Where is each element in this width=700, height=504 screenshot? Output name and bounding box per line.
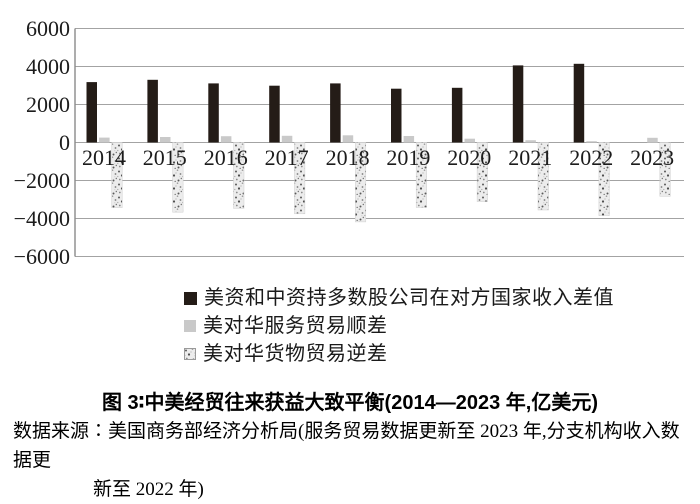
bar-2021-series1 [525, 140, 536, 143]
bar-2014-series1 [99, 137, 110, 143]
bar-2021-series0 [512, 65, 524, 143]
legend-label: 美资和中资持多数股公司在对方国家收入差值 [204, 287, 614, 309]
legend-label: 美对华货物贸易逆差 [203, 343, 388, 365]
legend-item-income-differential: 美资和中资持多数股公司在对方国家收入差值 [184, 284, 614, 312]
bar-2022-series0 [573, 63, 585, 143]
bar-2019-series1 [403, 136, 415, 143]
y-axis-tick-label: 4000 [26, 54, 70, 79]
bar-2015-series2 [172, 142, 184, 213]
bar-2018-series1 [342, 135, 354, 143]
legend-item-services-surplus: 美对华服务贸易顺差 [184, 312, 614, 340]
legend-label: 美对华服务贸易顺差 [203, 315, 388, 337]
bar-2019-series0 [391, 88, 402, 143]
bar-2022-series2 [598, 142, 610, 216]
y-axis-tick-label: −6000 [14, 244, 70, 269]
bar-2016-series0 [208, 83, 219, 143]
bar-2017-series1 [281, 135, 293, 143]
bar-2015-series0 [147, 79, 158, 143]
bar-2016-series2 [233, 142, 245, 209]
x-axis-label: 2015 [143, 145, 187, 170]
x-axis-label: 2017 [265, 145, 309, 170]
y-axis-tick-label: 6000 [26, 16, 70, 41]
x-axis-label: 2018 [326, 145, 370, 170]
source-note: 数据来源∶美国商务部经济分析局(服务贸易数据更新至 2023 年,分支机构收入数… [13, 417, 693, 504]
y-axis-tick-label: 2000 [26, 92, 70, 117]
bar-2018-series0 [330, 83, 341, 143]
bar-2017-series2 [294, 142, 306, 215]
legend-swatch-black-icon [184, 291, 197, 305]
legend-swatch-gray-icon [184, 320, 196, 332]
bar-2014-series2 [111, 142, 123, 208]
x-axis-label: 2016 [204, 145, 248, 170]
bar-2020-series1 [464, 138, 475, 143]
x-axis-label: 2023 [630, 145, 674, 170]
x-axis-label: 2019 [386, 145, 430, 170]
figure-3-chart: 6000 4000 2000 0 −2000 −4000 −6000 2014 2015 2016… [13, 16, 684, 500]
chart-legend: 美资和中资持多数股公司在对方国家收入差值 美对华服务贸易顺差 美对华货物贸易逆差 [184, 284, 614, 368]
bar-2021-series2 [537, 142, 549, 211]
bar-2015-series1 [160, 137, 171, 143]
bar-2016-series1 [220, 136, 232, 143]
x-axis-label: 2014 [82, 145, 126, 170]
bar-2018-series2 [355, 142, 367, 223]
bar-2023-series2 [659, 142, 671, 197]
x-axis-label: 2020 [447, 145, 491, 170]
bar-2022-series1 [586, 141, 597, 143]
y-axis-tick-label: −2000 [14, 168, 70, 193]
legend-item-goods-deficit: 美对华货物贸易逆差 [184, 340, 614, 368]
bar-2020-series2 [476, 142, 488, 202]
legend-swatch-speckled-icon [184, 348, 196, 360]
bar-chart: 6000 4000 2000 0 −2000 −4000 −6000 2014 2015 2016… [14, 16, 684, 269]
figure-title: 图 3∶中美经贸往来获益大致平衡(2014—2023 年,亿美元) [102, 392, 598, 414]
source-note-line1: 数据来源∶美国商务部经济分析局(服务贸易数据更新至 2023 年,分支机构收入数… [13, 421, 680, 471]
y-axis-tick-label: 0 [59, 130, 70, 155]
bar-2017-series0 [269, 85, 280, 143]
y-axis-tick-label: −4000 [14, 206, 70, 231]
bar-2014-series0 [86, 82, 97, 143]
source-note-line2: 新至 2022 年) [93, 479, 204, 500]
bar-2019-series2 [415, 142, 427, 208]
bar-2023-series1 [647, 137, 658, 143]
bar-2020-series0 [451, 87, 463, 143]
x-axis-label: 2022 [569, 145, 613, 170]
x-axis-label: 2021 [508, 145, 552, 170]
